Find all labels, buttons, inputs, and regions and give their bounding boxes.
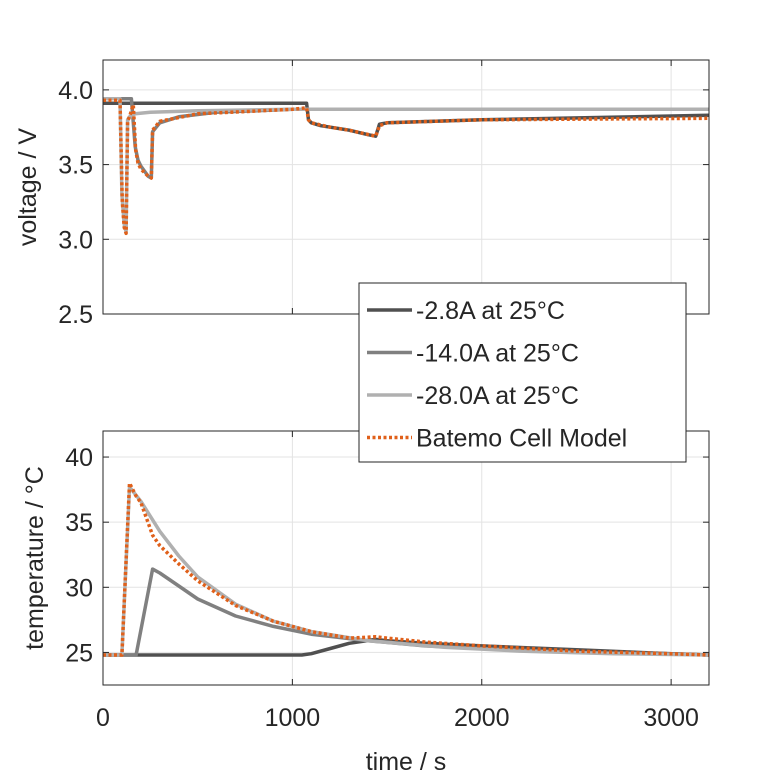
voltage-plot-area (103, 60, 709, 314)
temperature-y-axis-label: temperature / °C (21, 466, 49, 650)
voltage-series-line-3 (103, 98, 709, 236)
legend-box (358, 282, 687, 463)
legend: -2.8A at 25°C -14.0A at 25°C -28.0A at 25°… (358, 282, 687, 463)
voltage-series-group (103, 97, 709, 236)
temperature-x-axis-label: time / s (366, 748, 447, 776)
temperature-x-tick-label: 2000 (454, 704, 510, 732)
legend-entry-3: Batemo Cell Model (416, 425, 627, 453)
temperature-y-tick-label: 25 (65, 639, 93, 667)
temperature-x-tick-label: 3000 (643, 704, 699, 732)
temperature-series-line-3 (103, 481, 709, 657)
legend-entry-0: -2.8A at 25°C (416, 297, 565, 325)
temperature-y-tick-label: 35 (65, 509, 93, 537)
voltage-y-tick-label: 4.0 (58, 77, 93, 105)
temperature-x-tick-label: 0 (96, 704, 110, 732)
temperature-plot-area (103, 431, 709, 685)
voltage-y-tick-label: 3.0 (58, 226, 93, 254)
legend-entry-2: -28.0A at 25°C (416, 382, 579, 410)
temperature-panel: 25 30 35 40 0 1000 2000 3000 temperature / °C tim… (21, 430, 710, 776)
temperature-x-tick-label: 1000 (265, 704, 321, 732)
voltage-y-tick-label: 3.5 (58, 152, 93, 180)
temperature-series-line-0 (103, 637, 709, 657)
temperature-series-group (103, 481, 709, 657)
voltage-y-axis-label: voltage / V (14, 128, 42, 246)
voltage-panel: 2.5 3.0 3.5 4.0 voltage / V (14, 59, 710, 329)
legend-entry-1: -14.0A at 25°C (416, 340, 579, 368)
voltage-y-tick-label: 2.5 (58, 301, 93, 329)
temperature-y-tick-label: 40 (65, 444, 93, 472)
temperature-y-tick-label: 30 (65, 574, 93, 602)
